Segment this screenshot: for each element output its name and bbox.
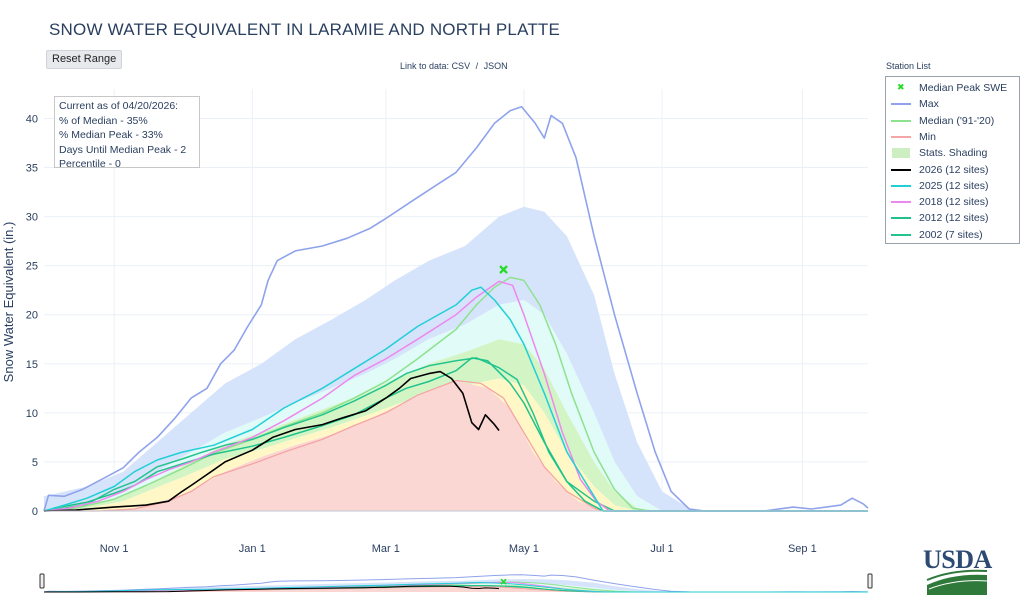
legend-swatch: ✖ xyxy=(891,82,911,93)
data-link: Link to data: CSV / JSON xyxy=(400,61,508,71)
legend-item[interactable]: ✖ Median Peak SWE xyxy=(891,80,1007,96)
series-line-median-91-20 xyxy=(43,276,868,512)
legend-swatch xyxy=(891,230,911,240)
legend-item[interactable]: Median ('91-'20) xyxy=(891,113,994,129)
range-slider-handle-right[interactable] xyxy=(867,573,873,589)
legend-label: 2026 (12 sites) xyxy=(919,163,989,176)
x-tick-label: Nov 1 xyxy=(100,543,129,555)
reset-range-button[interactable]: Reset Range xyxy=(46,50,123,69)
legend-item[interactable]: 2018 (12 sites) xyxy=(891,194,988,210)
legend-label: 2018 (12 sites) xyxy=(919,196,989,209)
annotation-line: % of Median - 35% xyxy=(59,114,148,127)
y-tick-label: 5 xyxy=(32,457,38,469)
legend-header: Station List xyxy=(886,61,931,71)
range-slider-handle-left[interactable] xyxy=(39,573,45,589)
chart-title: SNOW WATER EQUIVALENT IN LARAMIE AND NOR… xyxy=(49,20,561,39)
legend-swatch xyxy=(891,181,911,191)
annotation-line: Current as of 04/20/2026: xyxy=(59,100,179,112)
shading-band-max-p90 xyxy=(44,206,868,512)
line-swatch xyxy=(891,103,911,106)
legend-item[interactable]: 2026 (12 sites) xyxy=(891,162,988,178)
line-swatch xyxy=(891,168,911,171)
shading-swatch xyxy=(892,148,910,159)
y-axis-label: Snow Water Equivalent (in.) xyxy=(1,222,16,383)
x-tick-label: Jan 1 xyxy=(239,543,266,555)
legend-swatch xyxy=(891,197,911,207)
y-tick-label: 20 xyxy=(26,310,38,322)
y-tick-label: 25 xyxy=(26,261,38,273)
annotation-line: Days Until Median Peak - 2 xyxy=(59,143,187,156)
range-slider-series xyxy=(44,585,500,593)
annotation-line: Percentile - 0 xyxy=(59,158,121,170)
legend-label: Stats. Shading xyxy=(919,147,988,160)
legend-item[interactable]: Max xyxy=(891,96,939,112)
line-swatch xyxy=(891,135,911,138)
legend-label: 2025 (12 sites) xyxy=(919,179,989,192)
json-link[interactable]: JSON xyxy=(483,61,508,71)
x-tick-label: Sep 1 xyxy=(788,543,817,555)
line-swatch xyxy=(891,233,911,236)
usda-logo-text: USDA xyxy=(923,545,992,574)
legend-item[interactable]: 2002 (7 sites) xyxy=(891,227,983,243)
x-tick-label: Mar 1 xyxy=(372,543,400,555)
current-status-annotation: Current as of 04/20/2026: % of Median - … xyxy=(54,96,200,170)
legend-label: 2012 (12 sites) xyxy=(919,212,989,225)
y-tick-label: 35 xyxy=(26,163,38,175)
csv-link[interactable]: CSV xyxy=(451,61,471,71)
legend-item[interactable]: 2012 (12 sites) xyxy=(891,210,988,226)
legend-label: 2002 (7 sites) xyxy=(919,228,983,241)
legend-swatch xyxy=(891,213,911,223)
legend-swatch xyxy=(891,165,911,175)
legend-label: Max xyxy=(919,98,939,111)
series-line-2025-12-sites xyxy=(43,286,868,512)
y-tick-label: 0 xyxy=(32,506,38,518)
link-separator: / xyxy=(475,61,479,71)
range-slider-band-min xyxy=(44,586,868,592)
legend-swatch xyxy=(891,99,911,109)
legend-label: Median Peak SWE xyxy=(919,82,1008,94)
y-tick-label: 10 xyxy=(26,408,38,420)
y-tick-label: 40 xyxy=(26,113,38,125)
series-line-2018-12-sites xyxy=(43,280,868,512)
x-tick-label: May 1 xyxy=(509,543,539,555)
y-tick-label: 15 xyxy=(26,359,38,371)
annotation-line: % Median Peak - 33% xyxy=(59,129,163,141)
line-swatch xyxy=(891,119,911,122)
median-peak-x-icon: ✖ xyxy=(897,82,905,92)
line-swatch xyxy=(891,201,911,204)
legend: ✖ Median Peak SWE Max Median ('91-'20) Min St… xyxy=(885,76,1020,244)
shading-band-min xyxy=(44,380,868,511)
legend-label: Median ('91-'20) xyxy=(919,114,995,127)
range-slider-series xyxy=(43,581,868,593)
legend-item[interactable]: Stats. Shading xyxy=(891,145,987,161)
series-line-max xyxy=(43,105,869,512)
y-tick-label: 30 xyxy=(26,212,38,224)
line-swatch xyxy=(891,217,911,220)
shading-band-p70-p30 xyxy=(44,339,868,511)
legend-item[interactable]: Min xyxy=(891,129,936,145)
usda-logo-mark xyxy=(926,569,988,595)
legend-swatch xyxy=(891,132,911,142)
legend-label: Min xyxy=(919,130,936,143)
median-peak-marker xyxy=(499,265,508,274)
legend-swatch xyxy=(891,148,911,159)
data-link-label: Link to data: xyxy=(400,61,450,71)
legend-swatch xyxy=(891,116,911,126)
series-line-2026-12-sites xyxy=(43,370,500,512)
series-line-min xyxy=(44,379,868,512)
range-slider-peak-marker xyxy=(500,578,507,585)
line-swatch xyxy=(891,184,911,187)
x-tick-label: Jul 1 xyxy=(650,543,673,555)
usda-logo: USDA xyxy=(923,545,993,595)
legend-item[interactable]: 2025 (12 sites) xyxy=(891,178,988,194)
